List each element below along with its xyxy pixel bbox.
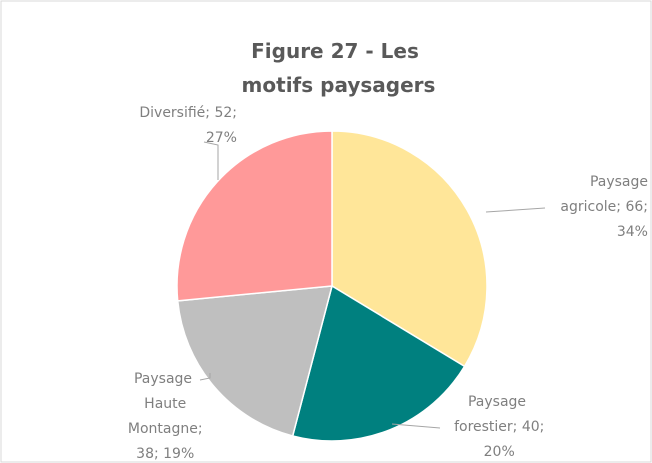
pie-slice [291, 284, 466, 442]
pie-slice [176, 285, 333, 437]
leader-line [485, 207, 546, 213]
chart-title: Figure 27 - Les motifs paysagers [235, 39, 436, 97]
pie-slice [331, 130, 488, 368]
leader-line [203, 141, 219, 180]
data-label: Paysage forestier; 40; 20% [450, 394, 545, 460]
data-label: Paysage Haute Montagne; 38; 19% [123, 371, 202, 462]
data-label: Paysage agricole; 66; 34% [556, 174, 648, 240]
leader-line [199, 373, 211, 381]
pie-slice [176, 130, 333, 302]
leader-line [391, 423, 441, 429]
data-label: Diversifié; 52; 27% [139, 105, 237, 146]
